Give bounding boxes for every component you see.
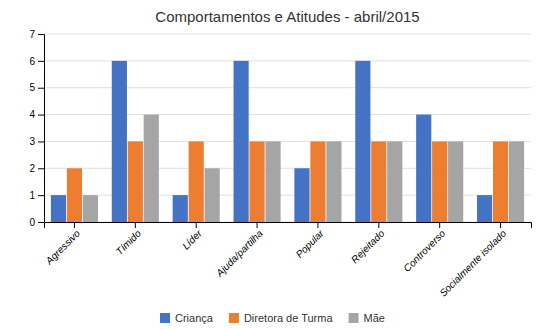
legend-label: Diretora de Turma (244, 312, 334, 324)
bar (310, 141, 325, 222)
tick-mark (38, 222, 44, 223)
bar (173, 195, 188, 222)
tick-label: Líder (180, 227, 204, 251)
bar (416, 115, 431, 222)
tick: 3 (29, 136, 44, 147)
legend: Criança Diretora de Turma Mãe (160, 312, 385, 324)
bar (249, 141, 264, 222)
tick: Popular (294, 222, 327, 260)
tick-mark (38, 88, 44, 89)
tick-mark (38, 115, 44, 116)
tick-label: 2 (29, 163, 35, 174)
bar (83, 195, 98, 222)
tick-label: 3 (29, 136, 35, 147)
bar (493, 141, 508, 222)
tick-mark (257, 222, 258, 228)
tick: Rejeitado (349, 222, 387, 265)
tick: Agressivo (43, 222, 83, 267)
chart: 0 1 2 3 4 5 6 7 Agressivo Tímido Líder Ajuda/partil… (0, 0, 545, 330)
legend-item: Diretora de Turma (229, 312, 334, 324)
tick-label: Ajuda/partilha (213, 227, 265, 279)
tick: Socialmente isolado (437, 222, 508, 299)
bar (144, 115, 159, 222)
tick-label: 6 (29, 56, 35, 67)
tick-mark (500, 222, 501, 228)
tick: 6 (29, 56, 44, 67)
bar (326, 141, 341, 222)
tick: 7 (29, 29, 44, 40)
tick-label: Tímido (114, 227, 144, 257)
tick-label: Socialmente isolado (437, 227, 508, 298)
title: Comportamentos e Atitudes - abril/2015 (155, 8, 419, 25)
tick-mark (38, 195, 44, 196)
bar (387, 141, 402, 222)
bar (51, 195, 66, 222)
tick: Líder (180, 222, 204, 252)
tick-label: 0 (29, 217, 35, 228)
bar (128, 141, 143, 222)
tick-label: 1 (29, 190, 35, 201)
tick-label: Popular (294, 227, 327, 260)
bar (112, 61, 127, 222)
tick-mark (74, 222, 75, 228)
tick-label: 4 (29, 109, 35, 120)
legend-item: Criança (160, 312, 214, 324)
bar (355, 61, 370, 222)
bars (51, 61, 524, 222)
tick: 5 (29, 82, 44, 93)
tick-mark (378, 222, 379, 228)
legend-swatch (229, 313, 239, 323)
tick: Controverso (401, 222, 448, 274)
grid (44, 34, 531, 222)
tick: Tímido (114, 222, 144, 257)
tick-mark (317, 222, 318, 228)
tick-label: Rejeitado (349, 227, 387, 265)
tick-mark (38, 34, 44, 35)
tick-label: Controverso (401, 227, 448, 274)
bar (477, 195, 492, 222)
bar-series (51, 61, 492, 222)
bar (432, 141, 447, 222)
tick-label: Agressivo (43, 227, 83, 267)
grid-line (44, 34, 531, 35)
legend-item: Mãe (349, 312, 385, 324)
axis-line (38, 35, 45, 223)
plot: 0 1 2 3 4 5 6 7 Agressivo Tímido Líder Ajuda/partil… (29, 29, 531, 299)
bar (294, 168, 309, 222)
legend-swatch (349, 313, 359, 323)
bar (234, 61, 249, 222)
tick-mark (38, 61, 44, 62)
bar (371, 141, 386, 222)
tick-mark (439, 222, 440, 228)
bar (189, 141, 204, 222)
tick-mark (38, 168, 44, 169)
tick-label: 5 (29, 82, 35, 93)
legend-label: Mãe (364, 312, 385, 324)
tick: 2 (29, 163, 44, 174)
tick: Ajuda/partilha (213, 222, 265, 279)
tick-mark (135, 222, 136, 228)
axis-line (45, 223, 532, 229)
tick: 1 (29, 190, 44, 201)
bar (67, 168, 82, 222)
bar (509, 141, 524, 222)
bar (265, 141, 280, 222)
tick-mark (196, 222, 197, 228)
y-axis: 0 1 2 3 4 5 6 7 (29, 29, 44, 228)
legend-label: Criança (175, 312, 214, 324)
tick: 4 (29, 109, 44, 120)
tick-mark (38, 141, 44, 142)
tick-label: 7 (29, 29, 35, 40)
bar (205, 168, 220, 222)
legend-swatch (160, 313, 170, 323)
bar (448, 141, 463, 222)
tick: 0 (29, 217, 44, 228)
bar-series (67, 141, 508, 222)
x-axis: Agressivo Tímido Líder Ajuda/partilha Popula… (43, 222, 532, 299)
bar-series (83, 115, 524, 222)
